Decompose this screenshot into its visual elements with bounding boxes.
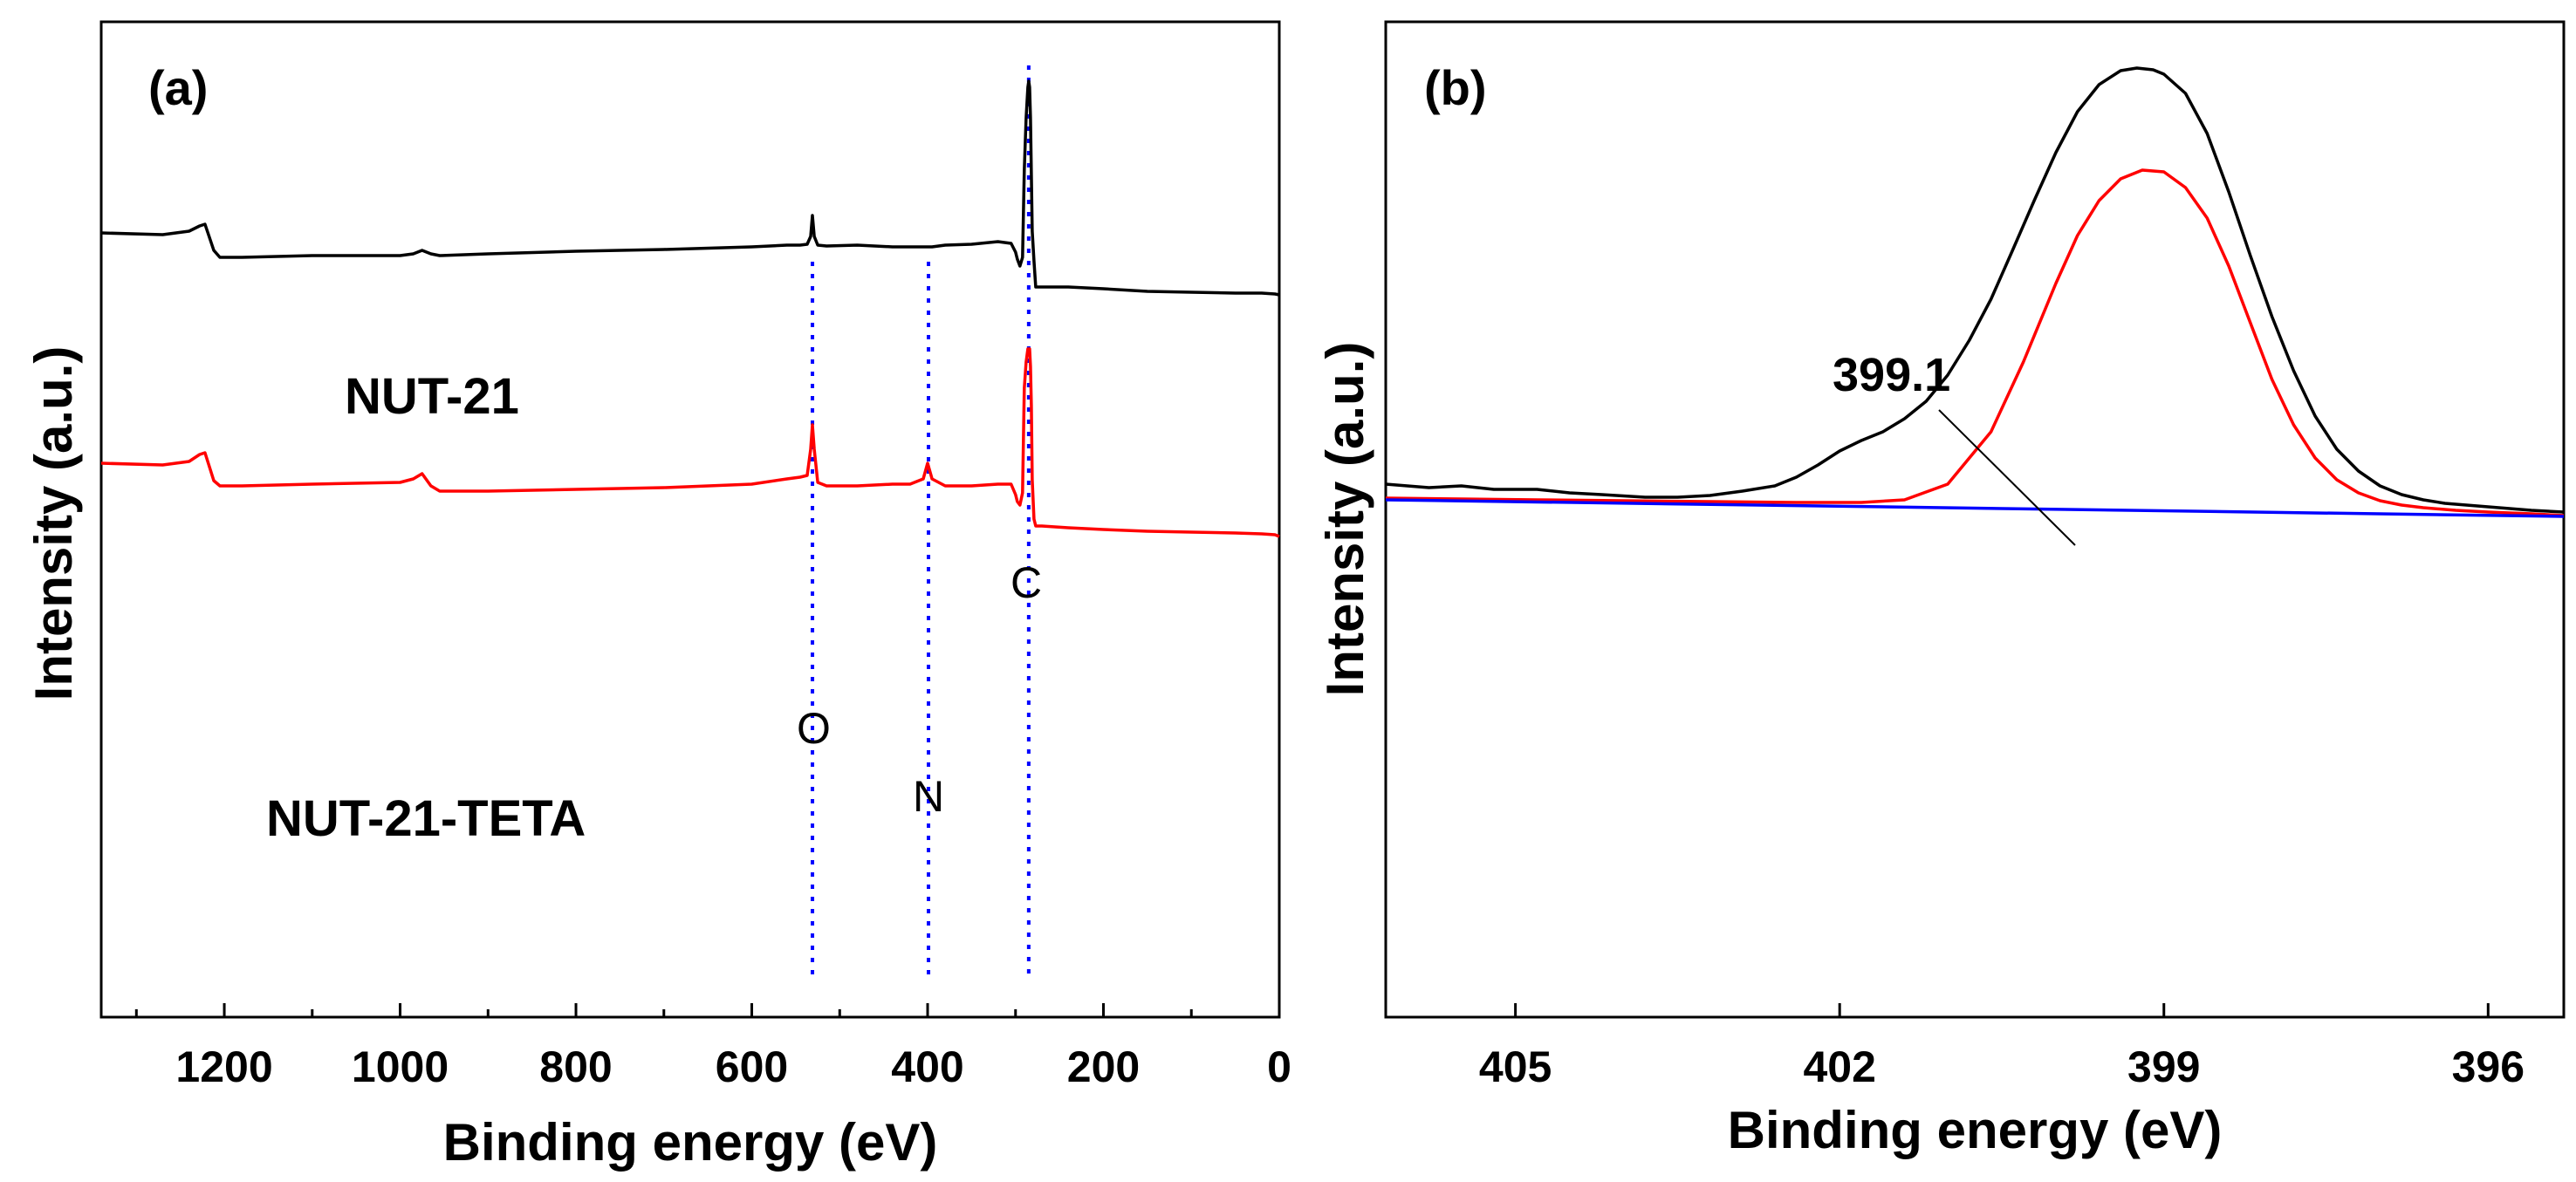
peak-annotation-399-1: 399.1 — [1833, 349, 1950, 401]
panel-b-series — [1385, 66, 2565, 518]
series-label-nut-21: NUT-21 — [345, 368, 519, 425]
panel-a-series-nut-21 — [100, 79, 1280, 297]
panel-a-x-tick-label-600: 600 — [716, 1042, 788, 1091]
panel-b-x-tick-label-399: 399 — [2127, 1042, 2200, 1091]
panel-a-y-axis-title: Intensity (a.u.) — [24, 346, 83, 701]
panel-b-series-fitted-peak — [1385, 168, 2565, 517]
panel-b-y-axis-title: Intensity (a.u.) — [1316, 342, 1374, 697]
panel-b-x-tick-label-402: 402 — [1803, 1042, 1875, 1091]
peak-label-o: O — [797, 704, 831, 753]
panel-b-n1s-spectrum: 405 402 399 396 (b) 399.1 Binding energy (e… — [1316, 20, 2566, 1159]
panel-a-x-ticks: 1200 1000 800 600 400 200 0 — [134, 1003, 1291, 1091]
panel-a-x-tick-label-1200: 1200 — [175, 1042, 272, 1091]
series-label-nut-21-teta: NUT-21-TETA — [266, 790, 586, 847]
panel-b-x-ticks: 405 402 399 396 — [1479, 1003, 2525, 1091]
panel-b-label: (b) — [1424, 60, 1487, 115]
panel-a-x-axis-title: Binding energy (eV) — [443, 1113, 938, 1172]
panel-b-series-experimental — [1385, 66, 2565, 514]
panel-a-label: (a) — [148, 60, 208, 115]
panel-b-frame — [1384, 20, 2566, 1019]
panel-a-series — [100, 79, 1280, 538]
panel-a-x-tick-label-400: 400 — [891, 1042, 963, 1091]
panel-a-reference-lines — [811, 65, 1031, 975]
panel-b-x-tick-label-396: 396 — [2452, 1042, 2525, 1091]
panel-b-x-axis-title: Binding energy (eV) — [1728, 1101, 2223, 1159]
panel-a-x-tick-label-1000: 1000 — [352, 1042, 449, 1091]
peak-label-c: C — [1011, 558, 1042, 607]
panel-a-x-tick-label-200: 200 — [1067, 1042, 1140, 1091]
panel-b-series-background — [1385, 498, 2565, 518]
panel-a-x-tick-label-0: 0 — [1267, 1042, 1291, 1091]
peak-annotation-leader-line — [1938, 409, 2076, 546]
panel-a-survey-spectrum: 1200 1000 800 600 400 200 0 (a) NUT-21 NUT-21-… — [24, 20, 1291, 1172]
peak-label-n: N — [913, 772, 944, 821]
panel-a-x-tick-label-800: 800 — [539, 1042, 612, 1091]
panel-a-series-nut-21-teta — [100, 347, 1280, 538]
panel-a-frame — [99, 20, 1281, 1019]
panel-b-x-tick-label-405: 405 — [1479, 1042, 1552, 1091]
